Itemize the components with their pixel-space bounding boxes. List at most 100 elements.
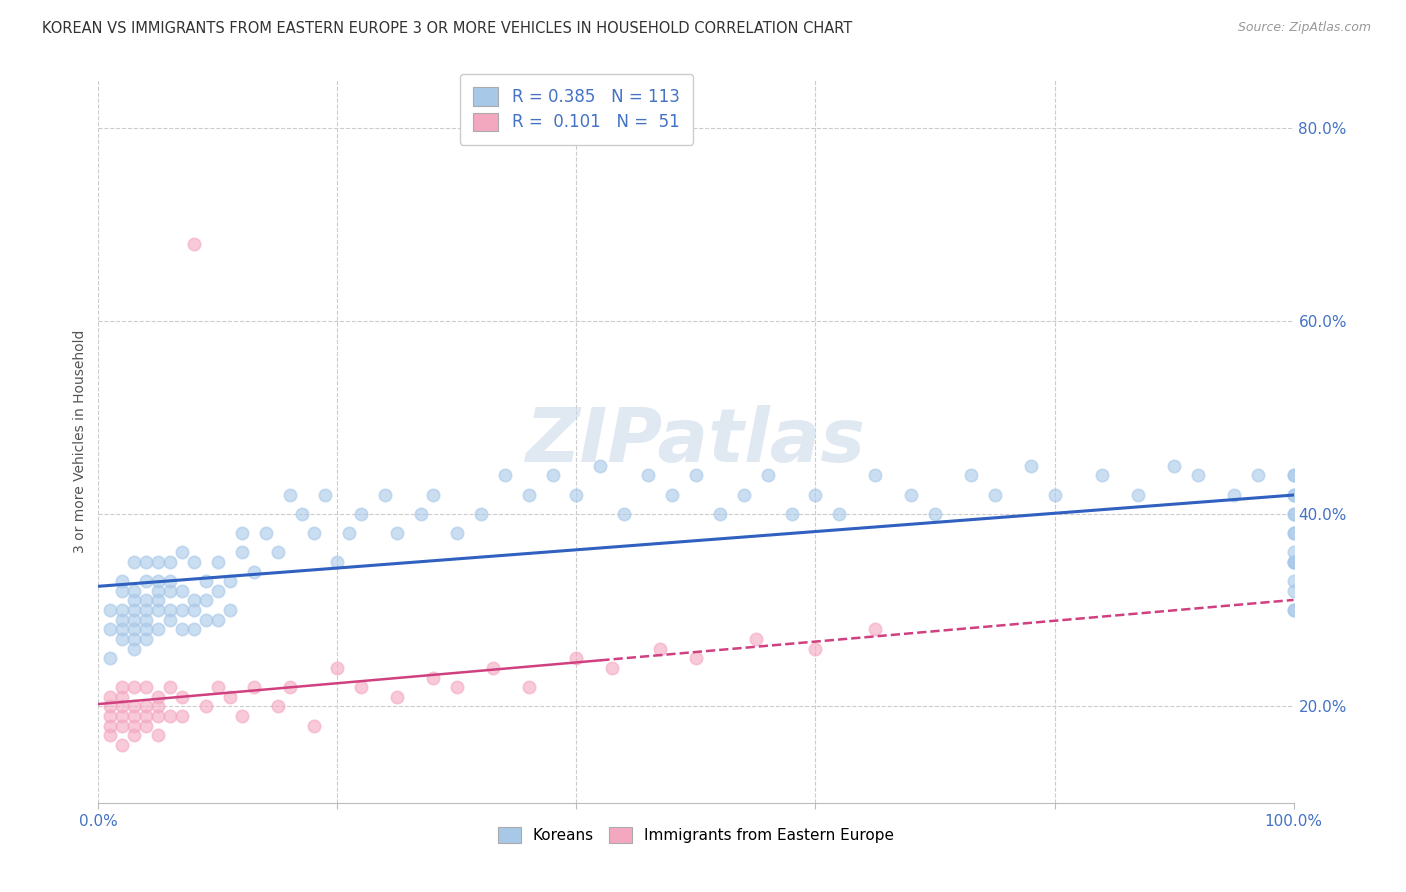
Point <box>124 632 146 646</box>
Point <box>1282 545 1305 559</box>
Point <box>124 583 146 598</box>
Point <box>374 487 396 501</box>
Point <box>1091 468 1114 483</box>
Point <box>541 468 564 483</box>
Point <box>422 487 444 501</box>
Point <box>183 237 205 252</box>
Point <box>350 680 373 694</box>
Point <box>685 651 707 665</box>
Point <box>135 613 157 627</box>
Point <box>111 613 134 627</box>
Point <box>350 507 373 521</box>
Point <box>650 641 672 656</box>
Point <box>195 574 218 589</box>
Point <box>565 651 588 665</box>
Point <box>411 507 433 521</box>
Point <box>661 487 683 501</box>
Point <box>231 709 253 723</box>
Point <box>278 680 301 694</box>
Point <box>302 526 325 541</box>
Point <box>148 574 170 589</box>
Point <box>148 709 170 723</box>
Point <box>1282 526 1305 541</box>
Point <box>733 487 755 501</box>
Point <box>494 468 516 483</box>
Point <box>124 709 146 723</box>
Point <box>135 680 157 694</box>
Point <box>207 613 229 627</box>
Point <box>1282 555 1305 569</box>
Point <box>111 574 134 589</box>
Point <box>745 632 768 646</box>
Point <box>243 680 266 694</box>
Point <box>124 699 146 714</box>
Point <box>1282 526 1305 541</box>
Point <box>1282 507 1305 521</box>
Point <box>124 728 146 742</box>
Point <box>172 709 194 723</box>
Point <box>219 603 242 617</box>
Point <box>278 487 301 501</box>
Point <box>148 555 170 569</box>
Point <box>183 555 205 569</box>
Point <box>804 641 827 656</box>
Point <box>207 680 229 694</box>
Point <box>111 583 134 598</box>
Point <box>111 680 134 694</box>
Point <box>98 623 122 637</box>
Point <box>111 719 134 733</box>
Point <box>183 623 205 637</box>
Point <box>637 468 659 483</box>
Point <box>780 507 803 521</box>
Y-axis label: 3 or more Vehicles in Household: 3 or more Vehicles in Household <box>73 330 87 553</box>
Point <box>231 545 253 559</box>
Point <box>315 487 337 501</box>
Point <box>602 661 624 675</box>
Text: Source: ZipAtlas.com: Source: ZipAtlas.com <box>1237 21 1371 34</box>
Point <box>254 526 277 541</box>
Point <box>1128 487 1150 501</box>
Point <box>195 613 218 627</box>
Point <box>482 661 505 675</box>
Point <box>1282 487 1305 501</box>
Point <box>865 468 887 483</box>
Point <box>111 709 134 723</box>
Point <box>1282 583 1305 598</box>
Point <box>517 680 540 694</box>
Point <box>1247 468 1270 483</box>
Point <box>159 603 181 617</box>
Point <box>124 555 146 569</box>
Point <box>339 526 361 541</box>
Point <box>291 507 314 521</box>
Point <box>159 613 181 627</box>
Point <box>135 593 157 607</box>
Point <box>172 603 194 617</box>
Point <box>159 583 181 598</box>
Point <box>1187 468 1209 483</box>
Point <box>135 623 157 637</box>
Point <box>709 507 731 521</box>
Point <box>172 623 194 637</box>
Point <box>111 632 134 646</box>
Point <box>207 555 229 569</box>
Point <box>267 699 290 714</box>
Point <box>124 593 146 607</box>
Point <box>98 690 122 704</box>
Point <box>135 555 157 569</box>
Point <box>219 690 242 704</box>
Point <box>865 623 887 637</box>
Point <box>422 671 444 685</box>
Point <box>1282 468 1305 483</box>
Point <box>148 583 170 598</box>
Point <box>267 545 290 559</box>
Point <box>1282 555 1305 569</box>
Point <box>326 661 349 675</box>
Point <box>183 603 205 617</box>
Point <box>613 507 636 521</box>
Point <box>124 603 146 617</box>
Point <box>98 709 122 723</box>
Point <box>148 603 170 617</box>
Text: KOREAN VS IMMIGRANTS FROM EASTERN EUROPE 3 OR MORE VEHICLES IN HOUSEHOLD CORRELA: KOREAN VS IMMIGRANTS FROM EASTERN EUROPE… <box>42 21 852 36</box>
Point <box>124 613 146 627</box>
Point <box>148 690 170 704</box>
